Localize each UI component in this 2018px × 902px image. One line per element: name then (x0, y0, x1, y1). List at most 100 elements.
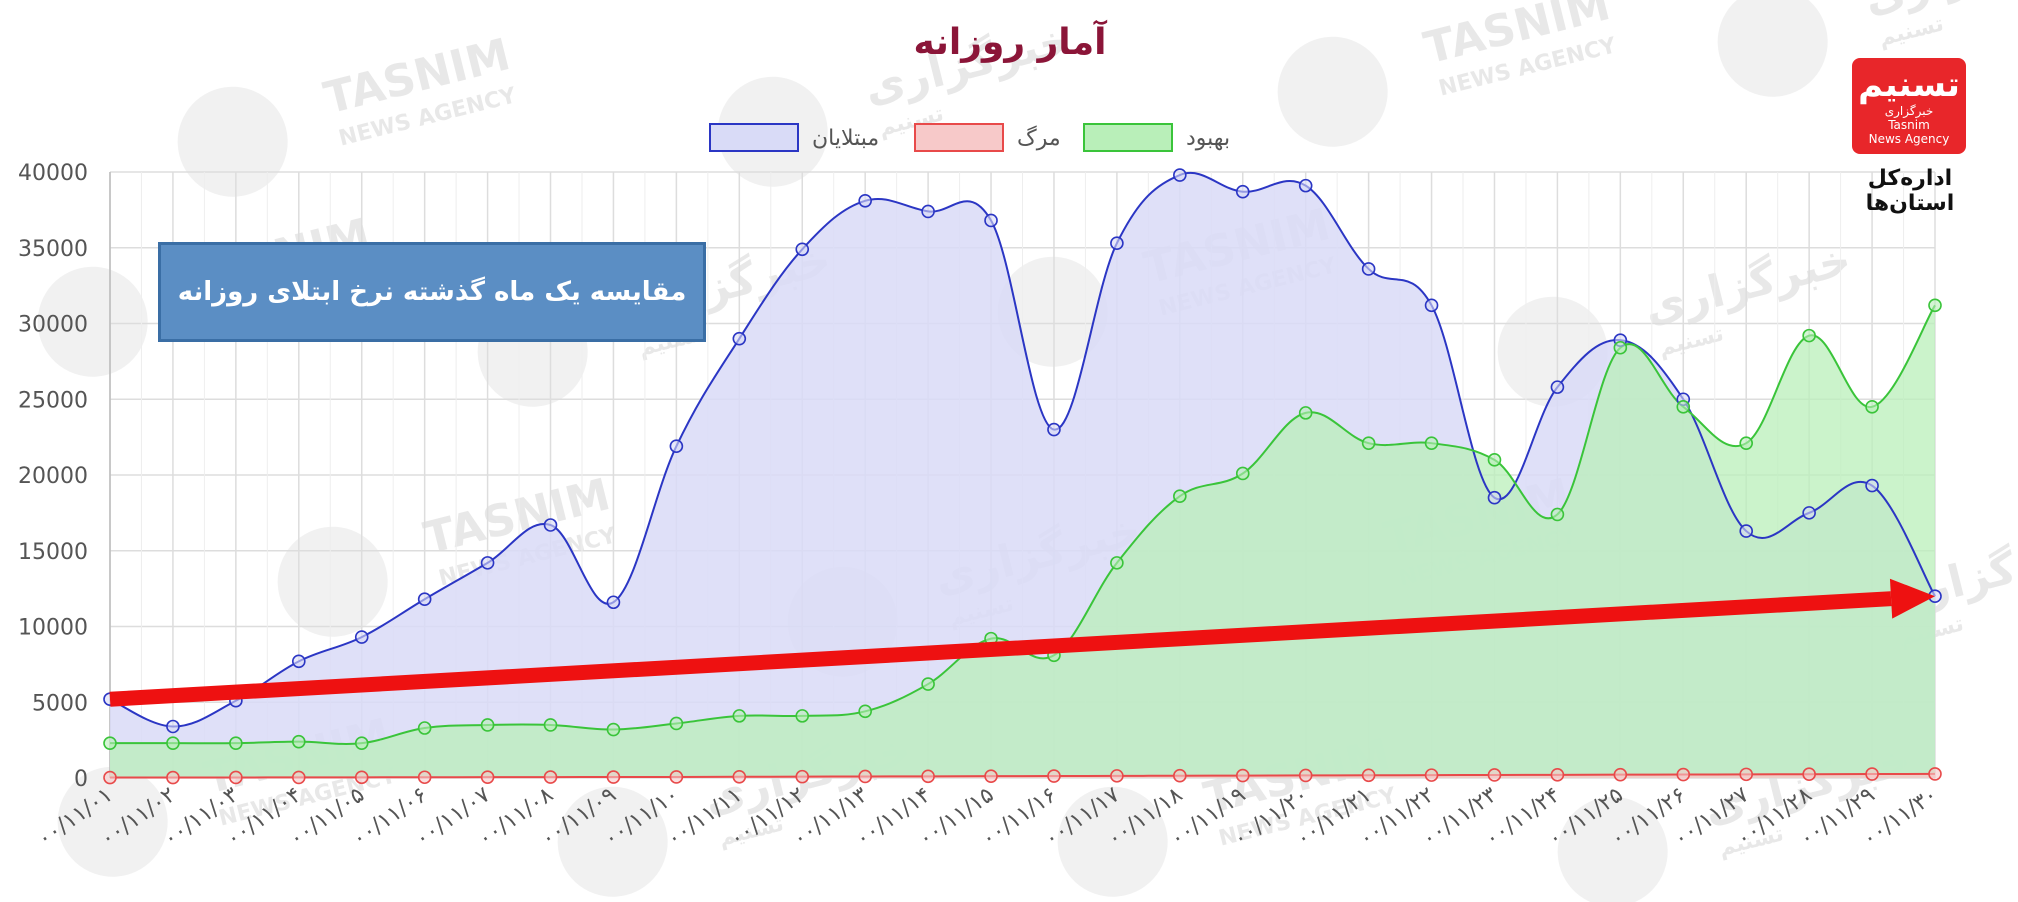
data-point (795, 769, 810, 784)
data-point (166, 736, 180, 750)
data-point (1110, 236, 1124, 251)
chart-title: آمار روزانه (914, 19, 1109, 63)
data-point (669, 770, 684, 784)
logo-mark: تسنیم (1858, 65, 1960, 105)
data-point (543, 718, 558, 732)
data-point (1298, 178, 1313, 193)
y-tick-label: 0 (74, 767, 88, 792)
data-point (480, 770, 495, 784)
data-point (480, 556, 495, 570)
data-point (1173, 768, 1187, 783)
trend-arrow (109, 578, 1935, 707)
data-point (1613, 340, 1628, 355)
y-tick-label: 30000 (18, 313, 88, 338)
legend-label: مبتلایان (812, 126, 879, 151)
data-point (543, 770, 558, 784)
data-point (1865, 400, 1879, 414)
data-point (1361, 768, 1376, 783)
y-axis-ticks: 0 5000 10000 15000 20000 25000 30000 35000 40000 (18, 161, 88, 792)
data-point (1424, 436, 1439, 450)
trend-arrow-head (1889, 578, 1935, 619)
y-tick-label: 20000 (18, 464, 88, 489)
watermark-circle (37, 266, 148, 377)
watermark-circle (1717, 0, 1828, 97)
data-point (732, 769, 747, 784)
legend-swatch (1083, 123, 1173, 152)
data-point (1739, 436, 1754, 450)
watermark-circle (277, 526, 388, 637)
data-point (354, 630, 369, 644)
data-point (417, 721, 432, 735)
data-point (1047, 422, 1061, 437)
logo-line2: Tasnim (1888, 118, 1930, 132)
data-point (229, 736, 243, 750)
y-tick-label: 25000 (18, 388, 88, 413)
data-point (984, 769, 998, 783)
data-point (795, 709, 810, 723)
data-point (1739, 524, 1754, 538)
watermark-circle (177, 86, 288, 197)
data-point (606, 722, 621, 737)
data-point (166, 719, 180, 734)
data-point (795, 242, 810, 257)
data-point (669, 716, 684, 731)
data-point (858, 769, 872, 784)
logo-line3: News Agency (1868, 132, 1950, 146)
data-point (1235, 184, 1250, 199)
logo-caption: اداره‌کل استان‌ها (1865, 166, 1955, 216)
series-area (110, 305, 1935, 778)
data-point (606, 770, 621, 784)
data-point (1487, 453, 1502, 467)
data-point (103, 736, 117, 750)
data-point (1676, 767, 1691, 782)
data-point (1865, 478, 1879, 493)
data-point (1298, 768, 1313, 783)
data-point (1235, 768, 1250, 783)
watermark-circle (57, 766, 168, 877)
data-point (1487, 490, 1502, 505)
data-point (1361, 262, 1376, 276)
data-point (543, 518, 558, 532)
data-point (606, 595, 621, 610)
legend-item: مرگ (914, 123, 1061, 152)
data-point (858, 704, 872, 719)
data-point (354, 770, 369, 785)
data-point (1550, 768, 1565, 782)
legend-swatch (709, 123, 799, 152)
data-point (291, 734, 306, 749)
tasnim-logo: تسنیم خبرگزاری Tasnim News Agency (1852, 58, 1966, 154)
legend-label: بهبود (1186, 126, 1230, 151)
y-tick-label: 35000 (18, 237, 88, 262)
legend: مبتلایان مرگ بهبود (709, 123, 1230, 152)
data-point (291, 654, 306, 669)
data-point (1424, 768, 1439, 782)
series-points (103, 168, 1942, 785)
y-tick-label: 10000 (18, 616, 88, 641)
data-point (1110, 556, 1124, 570)
data-point (166, 770, 180, 785)
data-point (1173, 168, 1187, 182)
data-point (984, 213, 998, 228)
y-tick-label: 15000 (18, 540, 88, 565)
data-point (1550, 507, 1565, 522)
trend-arrow-shaft (109, 591, 1892, 707)
data-point (1361, 436, 1376, 450)
data-point (1928, 767, 1942, 781)
data-point (1928, 298, 1942, 313)
series-area (110, 773, 1935, 778)
watermark-circle (1557, 796, 1668, 902)
data-point (354, 736, 369, 750)
watermark-circle (997, 256, 1108, 367)
data-point (291, 770, 306, 785)
data-point (921, 769, 935, 784)
data-point (229, 770, 243, 785)
data-point (1550, 380, 1565, 394)
legend-swatch (914, 123, 1004, 152)
data-point (921, 204, 935, 219)
data-point (1802, 328, 1816, 343)
data-point (1298, 406, 1313, 420)
y-tick-label: 5000 (32, 691, 88, 716)
legend-label: مرگ (1017, 125, 1061, 151)
